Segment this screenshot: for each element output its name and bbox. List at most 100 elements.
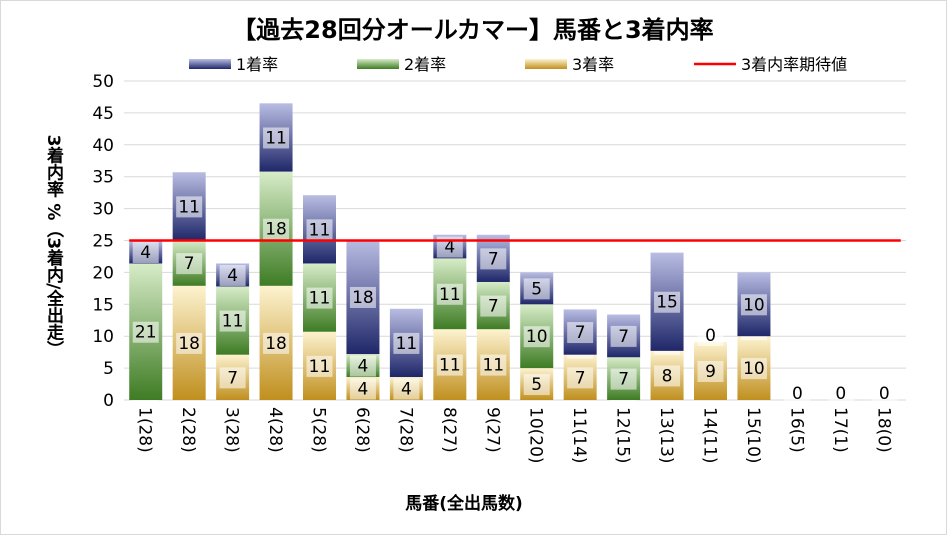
x-tick-label: 18(0) (873, 407, 893, 453)
data-label: 11 (178, 197, 200, 217)
x-tick-label: 8(27) (439, 407, 459, 453)
data-label-bg (306, 287, 333, 309)
data-label-bg (784, 383, 811, 404)
data-label: 15 (656, 293, 678, 313)
data-label-bg (436, 283, 463, 305)
y-tick-label: 45 (92, 104, 114, 124)
data-label: 18 (265, 334, 287, 354)
chart-title: 【過去28回分オールカマー】馬番と3着内率 (232, 16, 713, 44)
data-label-bg (827, 383, 854, 404)
data-label: 0 (835, 384, 846, 404)
y-tick-label: 25 (92, 232, 114, 252)
data-label-bg (480, 354, 507, 376)
y-tick-label: 0 (103, 391, 114, 411)
x-tick-label: 9(27) (482, 407, 502, 453)
data-label: 11 (439, 285, 461, 305)
data-label: 21 (135, 323, 157, 343)
data-label-bg (263, 332, 290, 354)
legend-swatch (357, 59, 399, 69)
data-label-bg (349, 286, 376, 308)
data-label-bg (263, 127, 290, 149)
gridlines (124, 80, 906, 401)
data-label-bg (436, 354, 463, 376)
y-tick-label: 5 (103, 359, 114, 379)
data-label: 10 (743, 295, 765, 315)
data-label: 18 (265, 220, 287, 240)
data-label-bg (480, 295, 507, 317)
data-label-bg (176, 332, 203, 354)
data-label-bg (871, 383, 898, 404)
legend-swatch (189, 59, 231, 69)
x-tick-label: 16(5) (786, 407, 806, 453)
data-label: 4 (444, 238, 455, 258)
x-tick-label: 10(20) (526, 407, 546, 464)
data-label: 18 (178, 334, 200, 354)
data-label: 11 (439, 356, 461, 376)
data-label: 11 (222, 312, 244, 332)
data-label: 7 (618, 327, 629, 347)
data-label-bg (567, 367, 594, 389)
data-label-bg (523, 374, 550, 396)
data-label-bg (132, 241, 159, 263)
legend-label: 3着内率期待値 (741, 55, 847, 74)
data-label: 8 (662, 366, 673, 386)
y-axis-ticks: 0 5 10 15 20 25 30 35 40 45 50 (92, 72, 114, 411)
x-tick-label: 5(28) (309, 407, 329, 453)
data-label: 7 (184, 254, 195, 274)
y-tick-label: 35 (92, 168, 114, 188)
y-tick-label: 30 (92, 200, 114, 220)
data-label: 11 (309, 220, 331, 240)
legend-label: 3着率 (572, 55, 614, 74)
data-label-bg (349, 355, 376, 377)
data-label: 7 (575, 368, 586, 388)
x-tick-label: 6(28) (352, 407, 372, 453)
data-label-bg (654, 291, 681, 313)
x-tick-label: 4(28) (265, 407, 285, 453)
data-label-bg (740, 294, 767, 316)
y-tick-label: 20 (92, 263, 114, 283)
data-label-bg (263, 218, 290, 240)
y-tick-label: 50 (92, 72, 114, 92)
x-tick-label: 14(11) (700, 407, 720, 464)
data-label: 18 (352, 288, 374, 308)
x-axis-label: 馬番(全出馬数) (405, 493, 523, 514)
data-label: 7 (575, 323, 586, 343)
x-tick-label: 11(14) (569, 407, 589, 464)
data-label-bg (393, 378, 420, 400)
legend-label: 1着率 (236, 55, 278, 74)
data-label: 10 (526, 327, 548, 347)
x-tick-label: 2(28) (178, 407, 198, 453)
data-label: 5 (531, 375, 542, 395)
legend-label: 2着率 (404, 55, 446, 74)
data-label-bg (697, 360, 724, 382)
y-axis-label: 3着内率 %（3着内/全出走） (43, 135, 65, 358)
x-tick-label: 13(13) (656, 407, 676, 464)
data-label: 7 (488, 297, 499, 317)
x-tick-label: 3(28) (222, 407, 242, 453)
data-label: 11 (396, 334, 418, 354)
data-label-bg (306, 219, 333, 241)
data-label-bg (523, 326, 550, 348)
data-label: 4 (401, 380, 412, 400)
data-label-bg (219, 310, 246, 332)
data-label-bg (219, 367, 246, 389)
data-label-bg (176, 253, 203, 275)
data-label-bg (567, 322, 594, 344)
data-label: 4 (358, 357, 369, 377)
x-tick-label: 15(10) (743, 407, 763, 464)
x-tick-label: 17(1) (830, 407, 850, 453)
data-label-bg (393, 332, 420, 354)
data-label-bg (740, 358, 767, 380)
data-label-bg (654, 365, 681, 387)
data-label: 4 (358, 380, 369, 400)
data-label: 7 (227, 368, 238, 388)
data-label-bg (523, 278, 550, 300)
data-label: 0 (792, 384, 803, 404)
data-label: 7 (618, 370, 629, 390)
data-label: 11 (265, 128, 287, 148)
y-tick-label: 15 (92, 295, 114, 315)
data-label: 11 (309, 289, 331, 309)
data-label-bg (436, 236, 463, 258)
